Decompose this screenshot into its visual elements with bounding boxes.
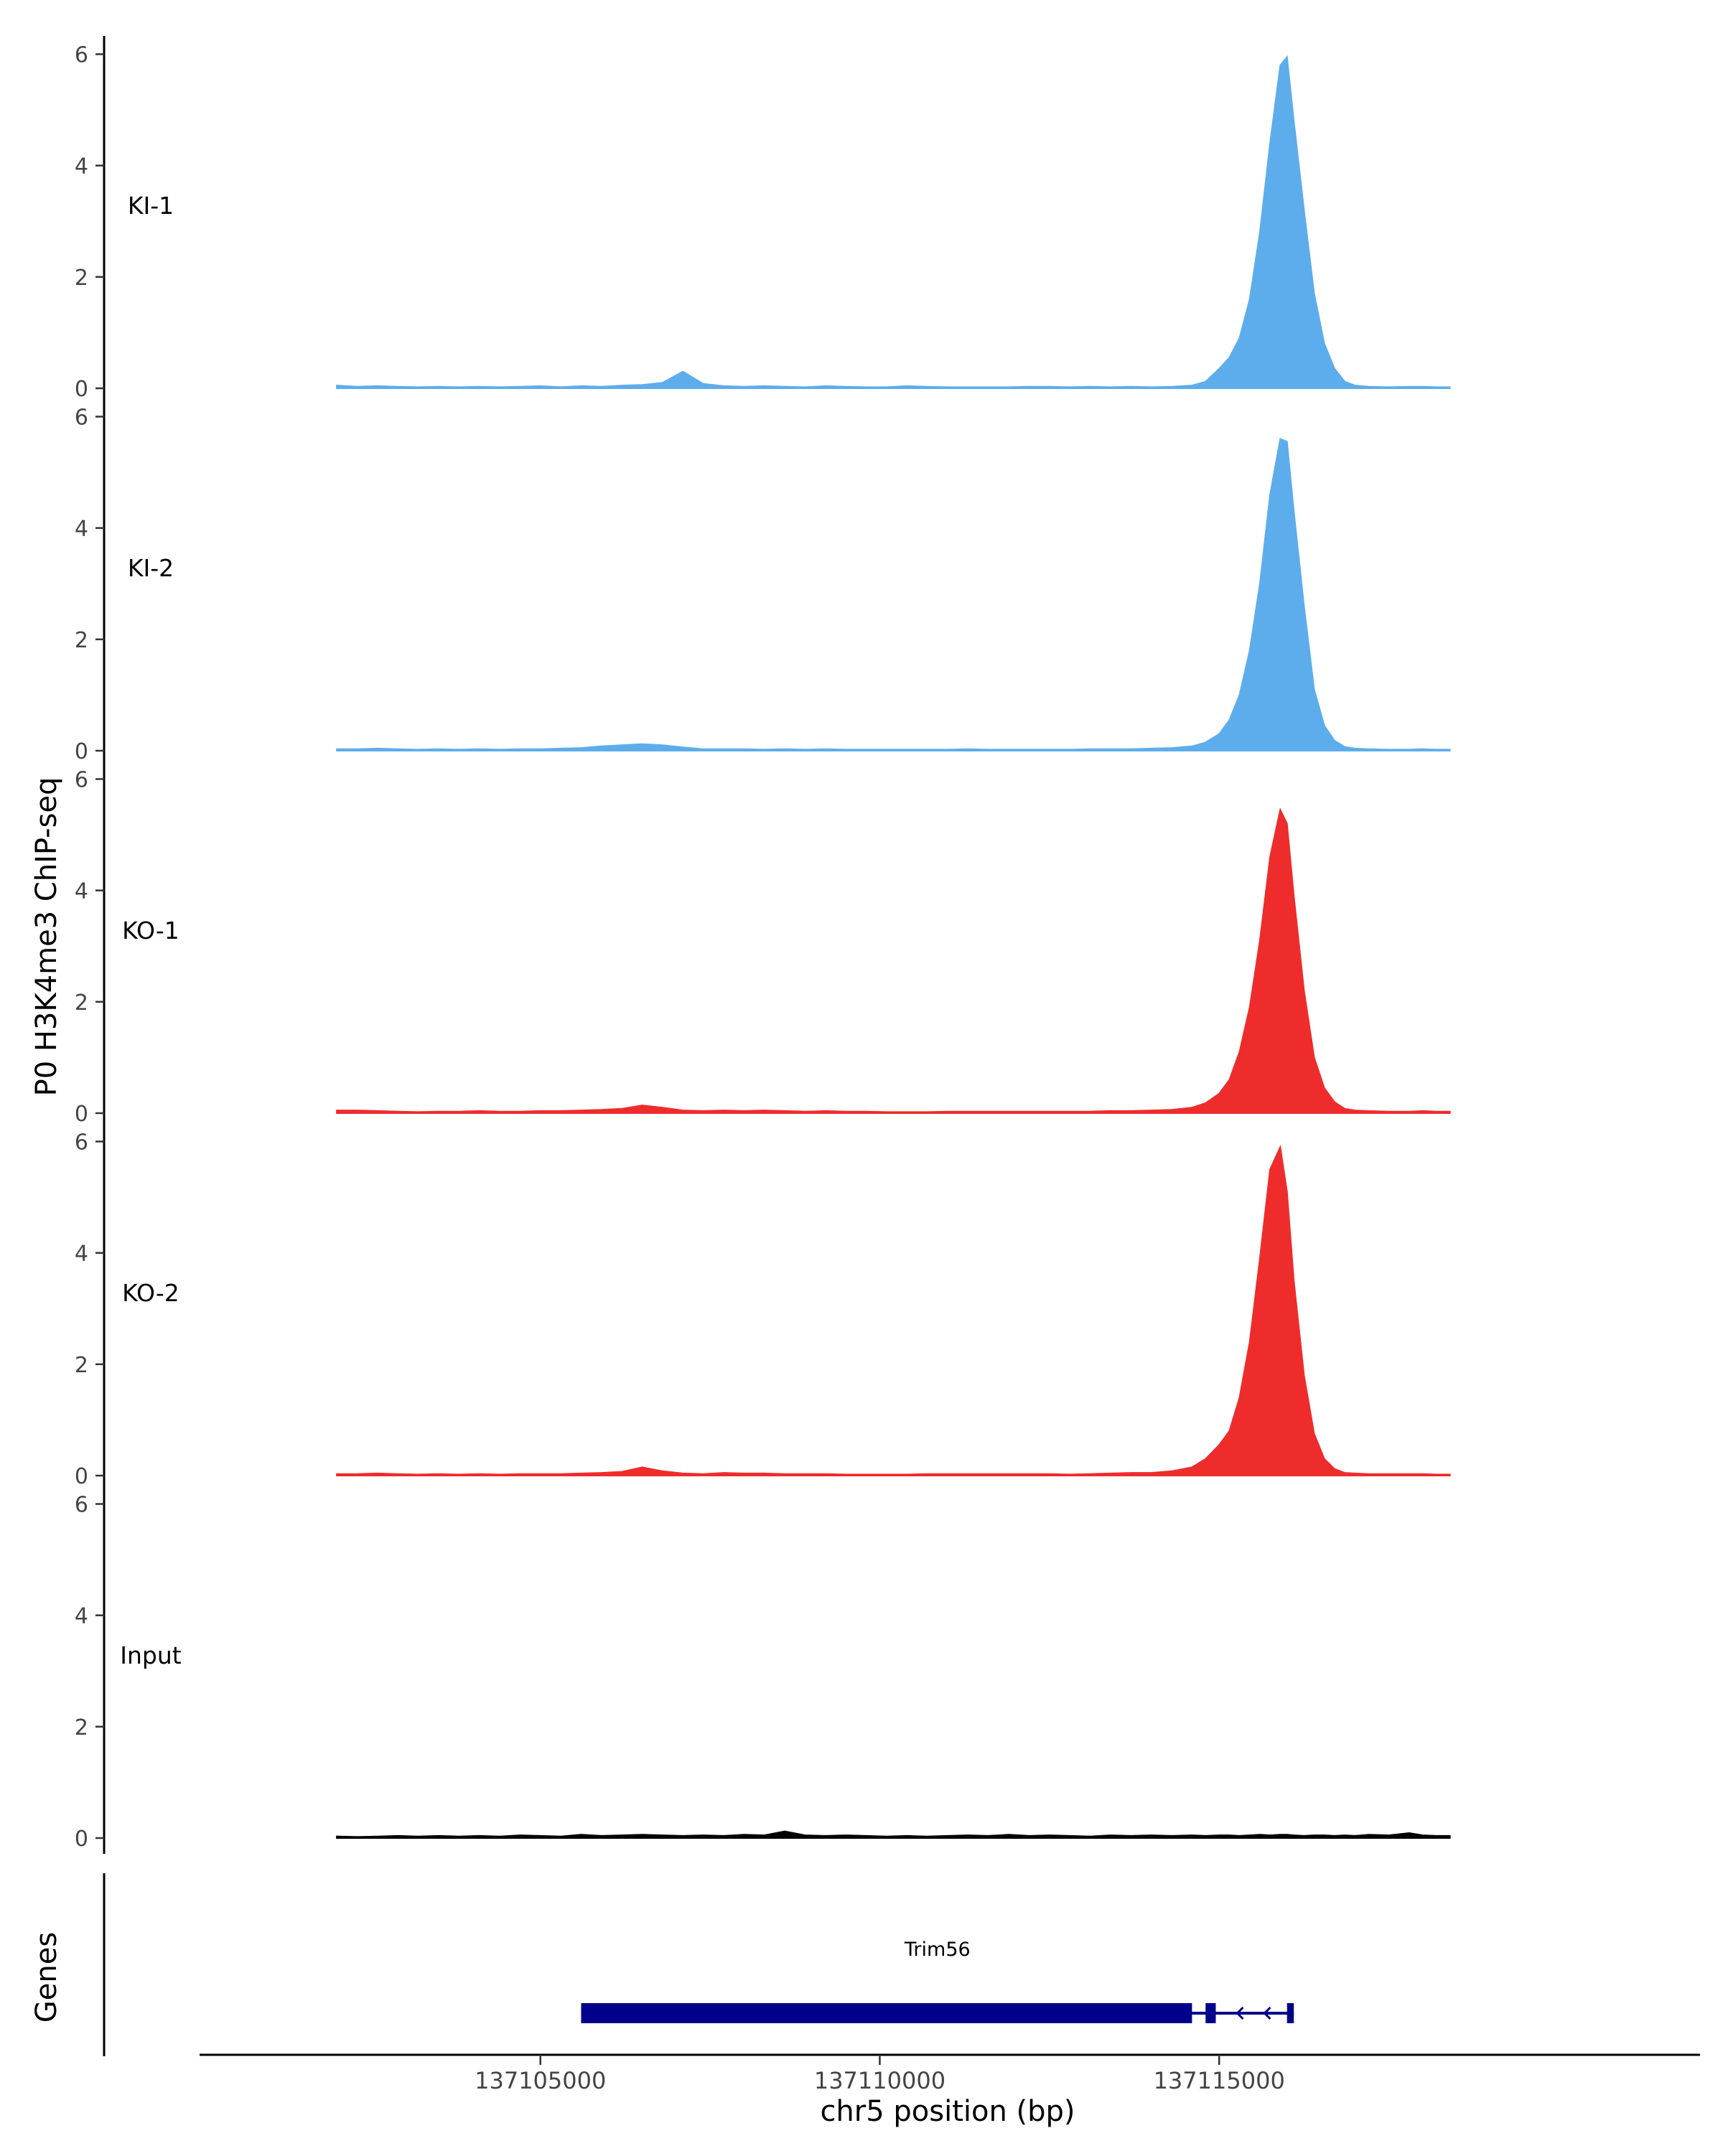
y-tick-label: 6 — [75, 1130, 88, 1156]
genes-track-label: Genes — [30, 1932, 63, 2023]
gene-exon — [1287, 2003, 1294, 2023]
y-tick-label: 0 — [75, 1464, 88, 1489]
signal-area-ko-2 — [336, 1144, 1451, 1476]
strand-arrow — [1236, 2006, 1244, 2020]
y-tick-label: 4 — [75, 1242, 88, 1267]
track-name-label: KO-1 — [122, 917, 179, 945]
track-name-label: KI-2 — [128, 554, 174, 582]
track-ko-1: 0 2 4 6 KO-1 — [75, 761, 1451, 1129]
y-tick-label: 2 — [75, 628, 88, 653]
y-tick-label: 2 — [75, 266, 88, 291]
y-tick-label: 2 — [75, 990, 88, 1016]
signal-area-ko-1 — [336, 807, 1451, 1114]
track-ki-1: 0 2 4 6 KI-1 — [75, 36, 1451, 404]
y-tick-label: 4 — [75, 879, 88, 904]
strand-arrow — [1263, 2006, 1271, 2020]
signal-area-ki-1 — [336, 55, 1451, 389]
signal-area-input — [336, 1830, 1451, 1839]
y-tick-label: 4 — [75, 154, 88, 179]
x-tick-label: 137115000 — [1154, 2067, 1285, 2094]
y-tick-label: 6 — [75, 768, 88, 793]
track-name-label: KI-1 — [128, 192, 174, 220]
track-name-label: KO-2 — [122, 1279, 179, 1307]
signal-tracks: 0 2 4 6 KI-1 0 2 4 6 KI-2 0 2 4 6 KO-1 0 2 4 6 KO-2 0 2 4 6 Inpu… — [75, 36, 1451, 1854]
x-axis-title: chr5 position (bp) — [820, 2095, 1075, 2128]
y-tick-label: 6 — [75, 43, 88, 68]
gene-trim56: Trim56 — [581, 1939, 1294, 2023]
x-tick-label: 137105000 — [475, 2067, 606, 2094]
gene-exon — [581, 2003, 1192, 2023]
y-tick-label: 2 — [75, 1353, 88, 1378]
signal-area-ki-2 — [336, 438, 1451, 751]
x-axis: 137105000 137110000 137115000 — [200, 2053, 1700, 2094]
x-tick-label: 137110000 — [814, 2067, 945, 2094]
y-tick-label: 4 — [75, 517, 88, 542]
track-ki-2: 0 2 4 6 KI-2 — [75, 398, 1451, 767]
gene-name-label: Trim56 — [904, 1939, 971, 1961]
y-tick-label: 2 — [75, 1715, 88, 1740]
y-tick-label: 6 — [75, 406, 88, 431]
track-ko-2: 0 2 4 6 KO-2 — [75, 1123, 1451, 1491]
gene-exon — [1205, 2003, 1216, 2023]
y-axis-title: P0 H3K4me3 ChIP-seq — [30, 777, 63, 1097]
y-tick-label: 0 — [75, 1827, 88, 1852]
y-tick-label: 0 — [75, 377, 88, 402]
y-tick-label: 6 — [75, 1493, 88, 1518]
y-tick-label: 4 — [75, 1604, 88, 1629]
track-name-label: Input — [120, 1641, 182, 1669]
y-tick-label: 0 — [75, 1102, 88, 1127]
y-tick-label: 0 — [75, 739, 88, 764]
gene-track: Trim56 — [103, 1873, 1294, 2056]
track-input: 0 2 4 6 Input — [75, 1486, 1451, 1854]
